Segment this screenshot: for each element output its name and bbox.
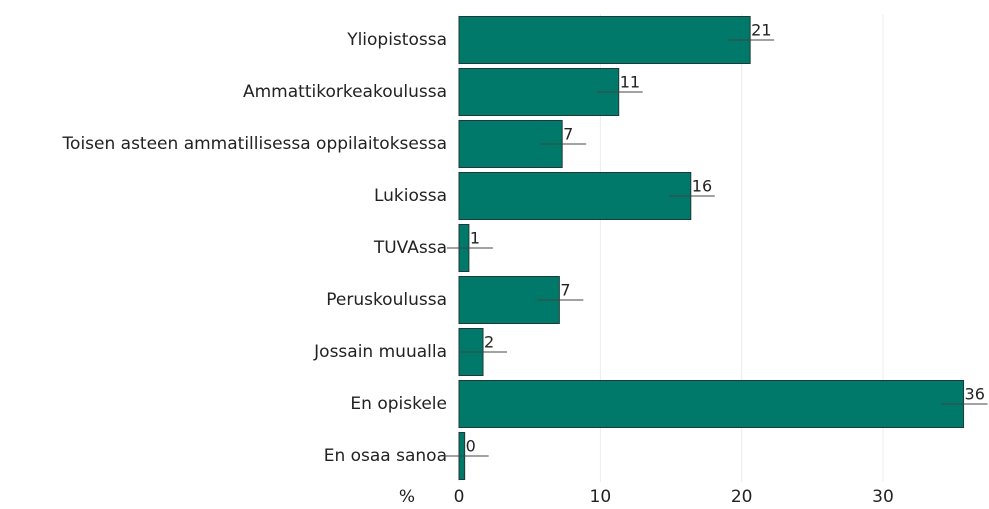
x-tick-label: 10 xyxy=(590,487,612,507)
y-tick-label: Lukiossa xyxy=(374,186,447,206)
y-tick-label: En opiskele xyxy=(350,394,447,414)
x-tick-label: 20 xyxy=(731,487,753,507)
y-tick-label: En osaa sanoa xyxy=(324,446,447,466)
bar xyxy=(458,380,965,428)
data-label: 7 xyxy=(563,125,573,144)
y-tick-label: TUVAssa xyxy=(373,238,447,258)
data-label: 11 xyxy=(620,73,640,92)
y-tick-label: Peruskoulussa xyxy=(326,290,447,310)
bar xyxy=(458,172,692,220)
x-tick-label: 30 xyxy=(872,487,894,507)
data-label: 36 xyxy=(965,385,985,404)
x-axis-label: % xyxy=(399,487,415,507)
data-label: 7 xyxy=(560,281,570,300)
data-label: 0 xyxy=(466,437,476,456)
y-tick-label: Yliopistossa xyxy=(346,30,447,50)
data-label: 16 xyxy=(692,177,712,196)
bar xyxy=(458,68,620,116)
data-label: 2 xyxy=(484,333,494,352)
data-label: 1 xyxy=(470,229,480,248)
bar xyxy=(458,16,751,64)
y-tick-label: Ammattikorkeakoulussa xyxy=(243,82,447,102)
y-tick-label: Toisen asteen ammatillisessa oppilaitoks… xyxy=(62,134,447,154)
x-tick-label: 0 xyxy=(454,487,465,507)
y-tick-label: Jossain muualla xyxy=(313,342,447,362)
data-label: 21 xyxy=(751,21,771,40)
